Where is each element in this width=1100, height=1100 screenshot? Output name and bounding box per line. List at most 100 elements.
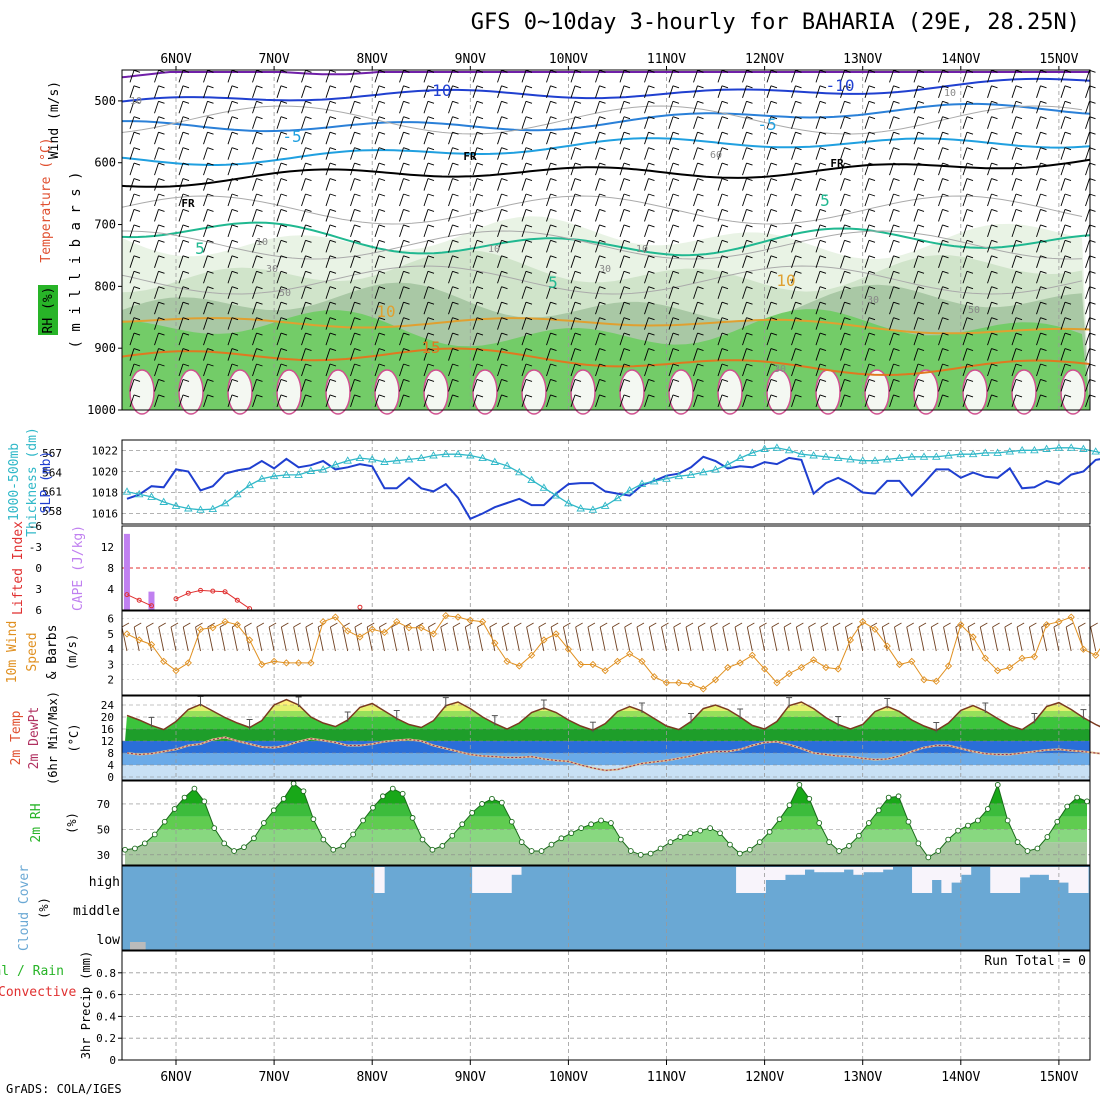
high-cloud-gap bbox=[1068, 867, 1079, 893]
precip-rain-label: Total / Rain bbox=[0, 964, 64, 979]
top-date-label: 14NOV bbox=[941, 52, 980, 67]
wind-barb bbox=[913, 379, 925, 392]
wind-barb bbox=[570, 209, 582, 222]
wind-barb bbox=[889, 224, 900, 238]
wind-barb bbox=[276, 332, 288, 346]
lifted-index-marker bbox=[148, 603, 154, 609]
wind-barb bbox=[595, 270, 606, 284]
wind-barb bbox=[203, 363, 214, 377]
wind-speed-marker bbox=[307, 659, 315, 667]
rh-marker bbox=[1084, 798, 1090, 805]
wind-barb bbox=[350, 85, 361, 98]
wind-barb bbox=[644, 209, 655, 222]
rh-marker bbox=[776, 816, 783, 823]
wind-barb bbox=[276, 379, 288, 392]
wind-barb bbox=[325, 85, 337, 98]
wind-barb bbox=[154, 394, 165, 408]
rh-marker bbox=[310, 816, 317, 823]
wind-barb-10m bbox=[1016, 626, 1023, 652]
wind-barb bbox=[546, 317, 557, 330]
rh-marker bbox=[389, 785, 396, 792]
wind-barb bbox=[987, 131, 998, 145]
wind-barb bbox=[987, 301, 998, 315]
wind-barb bbox=[497, 317, 508, 330]
wind-barb bbox=[325, 239, 337, 253]
isotherm-label: 5 bbox=[548, 273, 558, 292]
wind-barb bbox=[668, 162, 680, 176]
wind-barb bbox=[938, 178, 949, 191]
rh-marker bbox=[618, 836, 624, 843]
wind-barb bbox=[374, 348, 386, 361]
thickness-marker bbox=[551, 491, 561, 499]
wind-barb bbox=[595, 69, 606, 83]
wind-barb bbox=[472, 286, 484, 299]
wind-barb bbox=[227, 255, 239, 268]
wind-barb bbox=[178, 317, 190, 330]
wind-barb bbox=[497, 270, 508, 284]
wind-barb-10m bbox=[979, 626, 986, 652]
wind-tick-label: 4 bbox=[107, 643, 114, 656]
wind-barb bbox=[252, 301, 263, 315]
top-date-label: 13NOV bbox=[843, 52, 882, 67]
wind-barb bbox=[987, 270, 998, 284]
thickness-marker bbox=[919, 452, 929, 460]
rh-marker bbox=[955, 827, 961, 834]
wind-barb bbox=[546, 379, 557, 392]
wind-barb bbox=[227, 363, 239, 377]
wind-barb bbox=[546, 85, 557, 98]
wind-barb bbox=[595, 255, 606, 268]
slp-axis-label: SLP (mb) bbox=[39, 451, 54, 514]
wind-barb bbox=[717, 147, 729, 160]
thickness-marker bbox=[797, 449, 806, 458]
wind-barb bbox=[227, 147, 239, 160]
wind-speed-marker bbox=[258, 660, 266, 669]
temp-contour-20 bbox=[619, 369, 645, 415]
wind-barb bbox=[913, 348, 925, 361]
wind-barb bbox=[864, 178, 876, 191]
wind-barb bbox=[546, 69, 557, 83]
wind-barb bbox=[840, 85, 851, 98]
wind-barb-10m-tick bbox=[636, 622, 645, 628]
wind-barb bbox=[595, 85, 606, 98]
wind-barb bbox=[644, 348, 655, 361]
wind-barb-10m-tick bbox=[514, 622, 522, 628]
rh-marker bbox=[340, 843, 347, 849]
wind-barb bbox=[154, 69, 165, 83]
wind-barb bbox=[521, 317, 533, 330]
wind-barb bbox=[693, 317, 704, 330]
wind-barb bbox=[815, 239, 827, 253]
wind-barb-10m bbox=[415, 626, 422, 652]
wind-barb bbox=[374, 301, 386, 315]
wind-barb bbox=[840, 224, 851, 238]
slp-tick-label: 1016 bbox=[92, 508, 119, 521]
rh-contour-label: 10 bbox=[636, 244, 648, 255]
rh-marker bbox=[429, 846, 436, 853]
wind-barb bbox=[423, 100, 435, 114]
wind-barb bbox=[423, 224, 435, 238]
wind-barb bbox=[693, 85, 704, 98]
thickness-marker bbox=[1091, 447, 1100, 455]
wind-barb bbox=[350, 379, 361, 392]
rh-contour-label: 50 bbox=[279, 288, 291, 299]
wind-barb bbox=[178, 209, 190, 222]
wind-speed-marker bbox=[1006, 663, 1014, 672]
wind-barb bbox=[497, 255, 508, 268]
rh2m-unit-label: (%) bbox=[65, 812, 79, 834]
rh-marker bbox=[905, 818, 912, 825]
wind-barb bbox=[399, 131, 410, 145]
wind-speed-marker bbox=[319, 618, 327, 626]
wind-barb bbox=[766, 69, 778, 83]
thickness-marker bbox=[453, 449, 463, 458]
wind-barb bbox=[472, 255, 484, 268]
dewpt-line bbox=[126, 736, 1100, 771]
thickness-marker bbox=[772, 443, 782, 451]
wind-speed-marker bbox=[724, 663, 732, 672]
wind-barb bbox=[325, 270, 337, 284]
wind-barb bbox=[448, 147, 459, 160]
wind-barb bbox=[913, 286, 925, 299]
wind-barb bbox=[423, 286, 435, 299]
thickness-marker bbox=[490, 457, 500, 465]
wind-barb bbox=[276, 348, 288, 361]
high-cloud-gap bbox=[1000, 867, 1011, 893]
temp-contour-20 bbox=[668, 369, 694, 415]
